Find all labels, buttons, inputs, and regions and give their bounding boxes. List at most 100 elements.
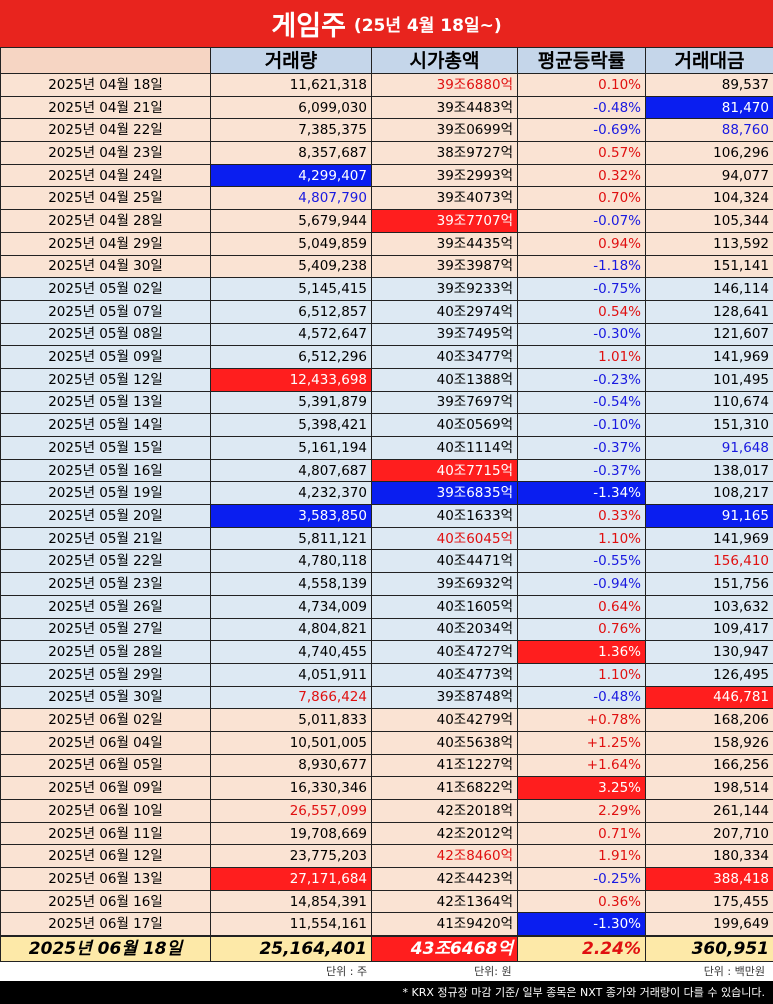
avg-rate-cell: -0.10% xyxy=(518,414,646,437)
date-cell: 2025년 04월 18일 xyxy=(1,74,211,97)
volume-cell: 11,621,318 xyxy=(211,74,372,97)
volume-cell: 7,385,375 xyxy=(211,119,372,142)
volume-cell: 5,011,833 xyxy=(211,709,372,732)
date-cell: 2025년 04월 24일 xyxy=(1,164,211,187)
final-volume-cell: 25,164,401 xyxy=(211,936,372,962)
date-cell: 2025년 05월 15일 xyxy=(1,437,211,460)
volume-cell: 5,391,879 xyxy=(211,391,372,414)
volume-cell: 4,232,370 xyxy=(211,482,372,505)
trade-amount-cell: 89,537 xyxy=(646,74,773,97)
date-cell: 2025년 05월 13일 xyxy=(1,391,211,414)
volume-cell: 4,804,821 xyxy=(211,618,372,641)
market-cap-cell: 41조9420억 xyxy=(372,913,518,936)
date-cell: 2025년 06월 16일 xyxy=(1,890,211,913)
date-cell: 2025년 05월 16일 xyxy=(1,459,211,482)
volume-cell: 6,099,030 xyxy=(211,96,372,119)
trade-amount-cell: 108,217 xyxy=(646,482,773,505)
avg-rate-cell: -0.30% xyxy=(518,323,646,346)
date-cell: 2025년 05월 09일 xyxy=(1,346,211,369)
market-cap-cell: 40조5638억 xyxy=(372,731,518,754)
avg-rate-cell: 0.70% xyxy=(518,187,646,210)
volume-cell: 6,512,296 xyxy=(211,346,372,369)
volume-cell: 3,583,850 xyxy=(211,505,372,528)
avg-rate-cell: -1.34% xyxy=(518,482,646,505)
volume-cell: 7,866,424 xyxy=(211,686,372,709)
avg-rate-cell: 0.64% xyxy=(518,595,646,618)
trade-amount-cell: 138,017 xyxy=(646,459,773,482)
date-cell: 2025년 06월 10일 xyxy=(1,800,211,823)
date-cell: 2025년 05월 23일 xyxy=(1,573,211,596)
market-cap-cell: 40조4279억 xyxy=(372,709,518,732)
volume-cell: 4,558,139 xyxy=(211,573,372,596)
avg-rate-cell: 1.36% xyxy=(518,641,646,664)
volume-cell: 11,554,161 xyxy=(211,913,372,936)
date-cell: 2025년 05월 28일 xyxy=(1,641,211,664)
market-cap-cell: 42조1364억 xyxy=(372,890,518,913)
volume-cell: 4,572,647 xyxy=(211,323,372,346)
avg-rate-cell: -0.75% xyxy=(518,278,646,301)
final-trade-amount-cell: 360,951 xyxy=(646,936,773,962)
volume-cell: 5,679,944 xyxy=(211,210,372,233)
header-volume: 거래량 xyxy=(211,48,372,74)
trade-amount-cell: 110,674 xyxy=(646,391,773,414)
market-cap-cell: 39조8748억 xyxy=(372,686,518,709)
date-cell: 2025년 05월 12일 xyxy=(1,368,211,391)
trade-amount-cell: 146,114 xyxy=(646,278,773,301)
header-date xyxy=(1,48,211,74)
trade-amount-cell: 91,165 xyxy=(646,505,773,528)
date-cell: 2025년 04월 28일 xyxy=(1,210,211,233)
trade-amount-cell: 130,947 xyxy=(646,641,773,664)
market-cap-cell: 39조6880억 xyxy=(372,74,518,97)
header-row: 거래량 시가총액 평균등락률 거래대금 xyxy=(1,48,773,74)
volume-cell: 10,501,005 xyxy=(211,731,372,754)
final-market-cap-cell: 43조6468억 xyxy=(372,936,518,962)
market-cap-cell: 40조6045억 xyxy=(372,527,518,550)
trade-amount-cell: 101,495 xyxy=(646,368,773,391)
volume-cell: 8,930,677 xyxy=(211,754,372,777)
avg-rate-cell: 0.33% xyxy=(518,505,646,528)
date-cell: 2025년 05월 20일 xyxy=(1,505,211,528)
volume-cell: 19,708,669 xyxy=(211,822,372,845)
trade-amount-cell: 105,344 xyxy=(646,210,773,233)
date-cell: 2025년 05월 30일 xyxy=(1,686,211,709)
volume-cell: 5,409,238 xyxy=(211,255,372,278)
avg-rate-cell: -0.37% xyxy=(518,459,646,482)
date-cell: 2025년 06월 02일 xyxy=(1,709,211,732)
trade-amount-cell: 94,077 xyxy=(646,164,773,187)
trade-amount-cell: 166,256 xyxy=(646,754,773,777)
date-cell: 2025년 05월 02일 xyxy=(1,278,211,301)
header-avg-rate: 평균등락률 xyxy=(518,48,646,74)
trade-amount-cell: 158,926 xyxy=(646,731,773,754)
trade-amount-cell: 141,969 xyxy=(646,527,773,550)
trade-amount-cell: 88,760 xyxy=(646,119,773,142)
page-title: 게임주 (25년 4월 18일~) xyxy=(0,0,773,47)
market-cap-cell: 39조6835억 xyxy=(372,482,518,505)
title-main: 게임주 xyxy=(271,4,346,43)
final-avg-rate-cell: 2.24% xyxy=(518,936,646,962)
avg-rate-cell: -0.94% xyxy=(518,573,646,596)
market-cap-cell: 39조0699억 xyxy=(372,119,518,142)
date-cell: 2025년 05월 22일 xyxy=(1,550,211,573)
market-cap-cell: 39조3987억 xyxy=(372,255,518,278)
market-cap-cell: 40조7715억 xyxy=(372,459,518,482)
market-cap-cell: 42조2018억 xyxy=(372,800,518,823)
market-cap-cell: 42조4423억 xyxy=(372,868,518,891)
market-cap-cell: 40조2974억 xyxy=(372,300,518,323)
date-cell: 2025년 05월 08일 xyxy=(1,323,211,346)
